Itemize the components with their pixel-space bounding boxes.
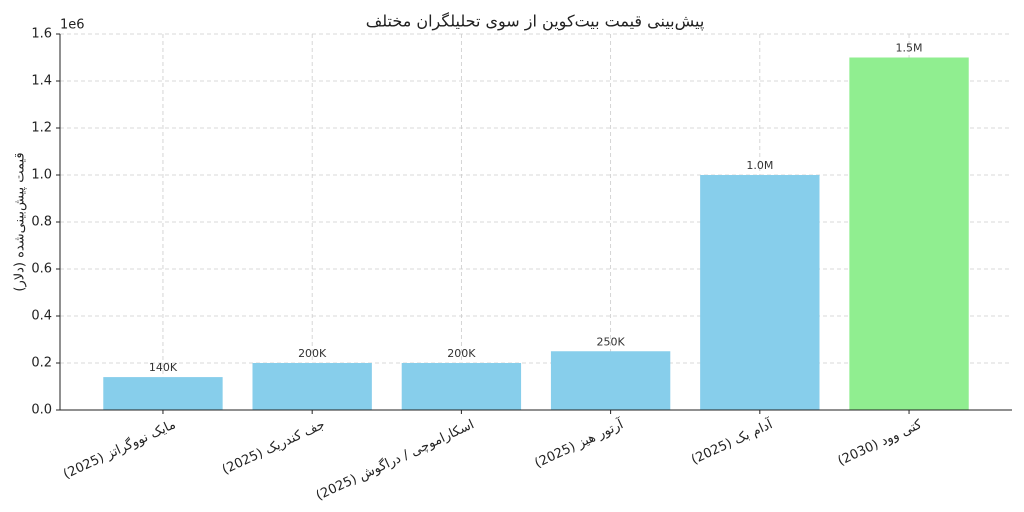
y-tick-label: 1.2 [31, 121, 52, 136]
x-tick-label: اسکاراموچی / دراگوش (2025) [313, 416, 476, 503]
y-tick-label: 1.0 [31, 168, 52, 183]
y-tick-label: 1.4 [31, 74, 52, 89]
x-tick-label: جف کندریک (2025) [220, 417, 327, 478]
x-tick-label: کتی وود (2030) [836, 417, 925, 469]
y-tick-label: 0.2 [31, 356, 52, 371]
y-axis-label: قیمت پیش‌بینی‌شده (دلار) [13, 152, 28, 291]
value-label: 1.5M [896, 42, 923, 55]
y-tick-label: 1.6 [31, 27, 52, 42]
value-label: 250K [596, 335, 625, 348]
y-tick-label: 0.4 [31, 309, 52, 324]
bar [550, 351, 671, 410]
value-label: 140K [149, 361, 178, 374]
chart-title: پیش‌بینی قیمت بیت‌کوین از سوی تحلیلگران … [366, 12, 705, 32]
value-label: 200K [447, 347, 476, 360]
y-tick-label: 0.6 [31, 262, 52, 277]
bar [849, 57, 969, 410]
axis-offset: 1e6 [60, 18, 85, 33]
value-label: 1.0M [746, 159, 773, 172]
bar [401, 363, 522, 410]
y-tick-label: 0.0 [31, 403, 52, 418]
value-label: 200K [298, 347, 327, 360]
y-tick-label: 0.8 [31, 215, 52, 230]
x-tick-label: مایک نووگراتز (2025) [61, 416, 178, 482]
bar [700, 175, 820, 410]
x-tick-label: آدام بک (2025) [688, 415, 776, 468]
bar [103, 377, 223, 410]
bar [252, 363, 372, 410]
x-tick-label: آرتور هیز (2025) [532, 415, 627, 472]
